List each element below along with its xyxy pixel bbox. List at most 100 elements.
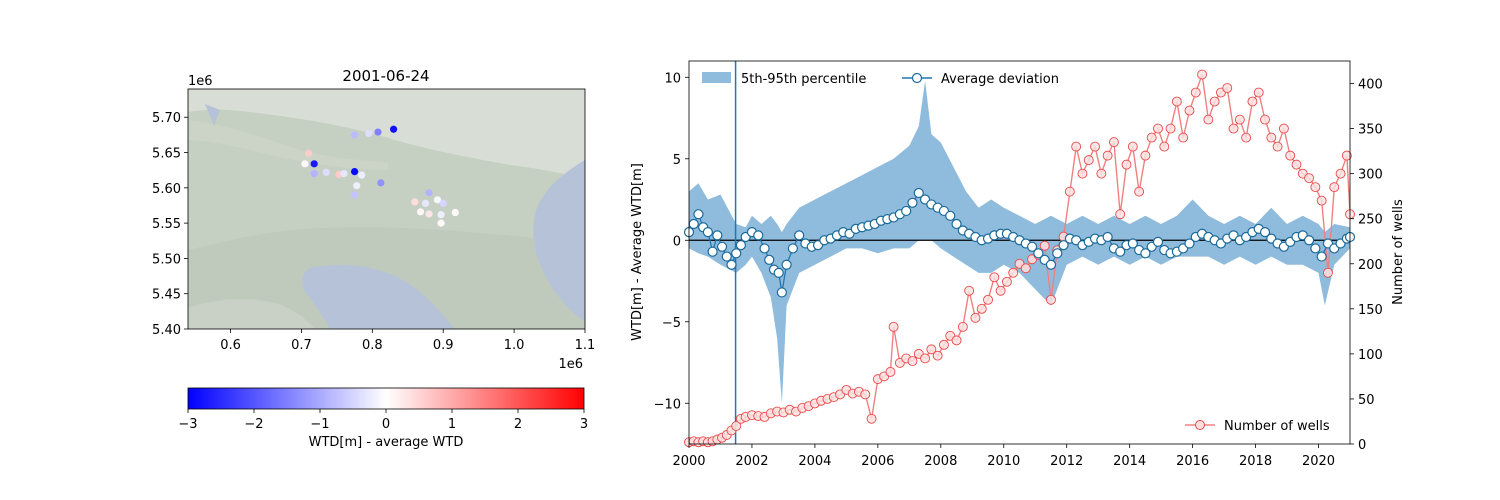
- colorbar-tick-label: −1: [310, 417, 329, 432]
- wells-marker: [1077, 168, 1088, 179]
- map-panel: 2001-06-24 1e6 0.6 0.7 0.8 0.9 1.0 1.1 5.705.…: [152, 67, 595, 372]
- map-point: [416, 208, 425, 216]
- x-tick-label: 2002: [735, 454, 768, 469]
- legend-band-label: 5th-95th percentile: [741, 72, 866, 87]
- wells-marker: [1190, 87, 1201, 98]
- legend-upper: 5th-95th percentile Average deviation: [702, 72, 1059, 87]
- y2-tick-label: 300: [1358, 168, 1383, 183]
- y2-ticks: 400 350 300 250 200 150 100 50 0: [1350, 78, 1383, 453]
- colorbar-tick-label: −3: [178, 417, 197, 432]
- wells-marker: [1241, 132, 1252, 143]
- colorbar-tick-label: 1: [448, 417, 456, 432]
- y2-tick-label: 0: [1358, 438, 1366, 453]
- colorbar-label: WTD[m] - average WTD: [309, 435, 464, 450]
- wells-marker: [1247, 96, 1258, 107]
- wells-marker: [1209, 96, 1220, 107]
- wells-marker: [1159, 141, 1170, 152]
- map-y-tick-label: 5.70: [152, 111, 181, 126]
- wells-marker: [1341, 150, 1352, 161]
- deviation-marker: [1058, 240, 1069, 251]
- map-point: [304, 149, 313, 157]
- map-point: [365, 129, 373, 138]
- y2-tick-label: 400: [1358, 78, 1383, 93]
- y-tick-label: −10: [654, 397, 681, 412]
- map-point: [389, 125, 398, 133]
- deviation-marker: [907, 197, 918, 208]
- wells-marker: [1121, 159, 1132, 170]
- wells-marker: [1203, 114, 1214, 125]
- colorbar: −3 −2 −1 0 1 2 3 WTD[m] - average WTD: [178, 387, 588, 450]
- deviation-marker: [1052, 248, 1063, 259]
- deviation-marker: [776, 287, 787, 298]
- deviation-marker: [731, 248, 742, 259]
- y2-tick-label: 150: [1358, 303, 1383, 318]
- wells-marker: [1316, 195, 1327, 206]
- legend-wells-marker: [1195, 420, 1205, 430]
- y2-tick-label: 350: [1358, 123, 1383, 138]
- wells-marker: [1266, 132, 1277, 143]
- y-tick-label: 10: [664, 71, 681, 86]
- x-tick-label: 2014: [1113, 454, 1146, 469]
- deviation-marker: [913, 187, 924, 199]
- deviation-marker: [945, 210, 956, 221]
- deviation-marker: [764, 254, 775, 265]
- deviation-marker: [1045, 259, 1057, 270]
- deviation-marker: [951, 218, 962, 230]
- y-tick-label: −5: [662, 316, 681, 331]
- x-ticks: 2000 2002 2004 2006 2008 2010 2012 2014 2016 2018…: [672, 444, 1335, 469]
- y2-tick-label: 200: [1358, 258, 1383, 273]
- map-x-tick-label: 0.8: [362, 338, 383, 353]
- wells-marker: [957, 321, 968, 332]
- wells-marker: [1335, 168, 1346, 179]
- wells-marker: [860, 389, 871, 400]
- wells-marker: [1083, 155, 1094, 166]
- map-point: [425, 189, 433, 197]
- map-point: [310, 160, 318, 168]
- deviation-marker: [1033, 248, 1044, 259]
- wells-marker: [1178, 132, 1189, 143]
- deviation-marker: [1115, 246, 1126, 257]
- wells-marker: [1260, 114, 1270, 125]
- colorbar-tick-label: −2: [244, 417, 263, 432]
- wells-marker: [1329, 182, 1340, 193]
- wells-marker: [989, 272, 1000, 283]
- map-point: [301, 160, 309, 168]
- x-tick-label: 2016: [1176, 454, 1209, 469]
- wells-marker: [995, 285, 1006, 296]
- y-tick-label: 5: [673, 153, 681, 168]
- deviation-series: [683, 187, 1356, 298]
- wells-marker: [926, 344, 937, 355]
- wells-marker: [1153, 123, 1163, 134]
- map-point: [437, 219, 445, 227]
- y-tick-label: 0: [673, 234, 681, 249]
- wells-marker: [976, 303, 987, 314]
- deviation-marker: [787, 243, 798, 254]
- wells-marker: [1039, 240, 1050, 251]
- map-background: [188, 89, 585, 329]
- legend-deviation-marker: [911, 72, 923, 84]
- deviation-marker: [726, 259, 737, 270]
- timeseries-frame: [688, 60, 1351, 445]
- wells-marker: [1046, 294, 1056, 305]
- wells-marker: [1115, 209, 1126, 220]
- map-point: [437, 211, 445, 219]
- wells-marker: [1001, 276, 1012, 287]
- y2-axis-label: Number of wells: [1391, 199, 1406, 305]
- x-tick-label: 2018: [1239, 454, 1272, 469]
- wells-marker: [1222, 83, 1233, 93]
- wells-marker: [1102, 150, 1113, 161]
- wells-marker: [1165, 123, 1176, 134]
- map-y-tick-label: 5.55: [152, 217, 181, 232]
- map-y-ticks: 5.70 5.65 5.60 5.55 5.50 5.45 5.40: [152, 111, 188, 338]
- deviation-marker: [1127, 238, 1138, 249]
- y-axis-label: WTD[m] - Average WTD[m]: [630, 163, 645, 341]
- map-x-tick-label: 1.0: [504, 338, 525, 353]
- map-x-tick-label: 0.7: [291, 338, 312, 353]
- wells-marker: [939, 339, 949, 350]
- colorbar-gradient: [187, 387, 585, 410]
- deviation-marker: [716, 241, 728, 252]
- map-y-tick-label: 5.50: [152, 252, 181, 267]
- deviation-marker: [1303, 235, 1315, 246]
- wells-marker: [970, 312, 981, 323]
